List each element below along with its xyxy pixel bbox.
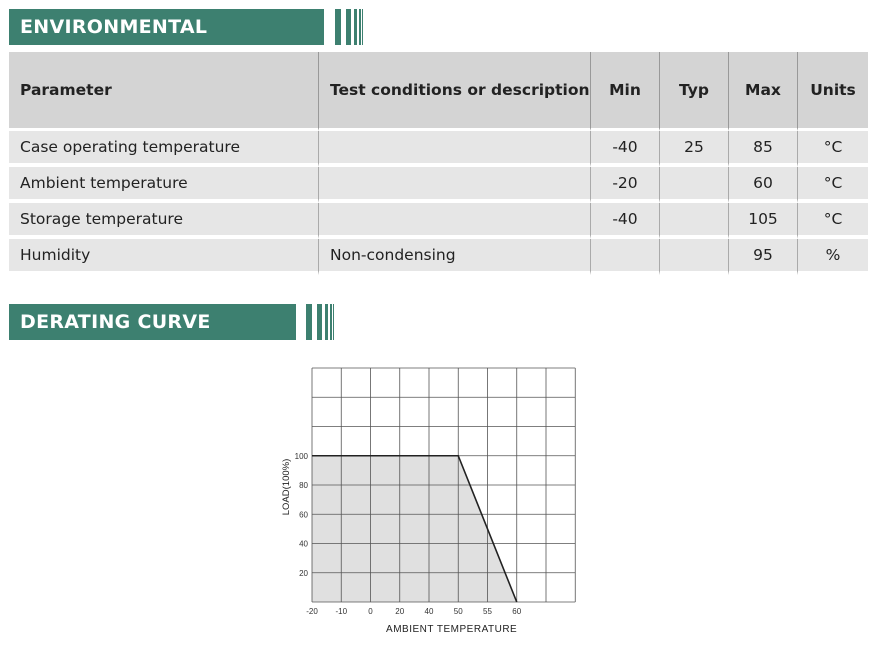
- x-axis-label: AMBIENT TEMPERATURE: [386, 624, 517, 635]
- y-tick-label: 80: [299, 481, 308, 490]
- cell-conditions: Non-condensing: [319, 239, 591, 275]
- cell-typ: [660, 203, 729, 239]
- table-row: Ambient temperature -20 60 °C: [9, 167, 868, 203]
- x-tick-label: 50: [454, 607, 463, 616]
- table-row: Humidity Non-condensing 95%: [9, 239, 868, 275]
- cell-max: 95: [729, 239, 798, 275]
- cell-units: °C: [798, 167, 868, 203]
- table-row: Storage temperature -40 105 °C: [9, 203, 868, 239]
- y-tick-label: 40: [299, 540, 308, 549]
- cell-typ: [660, 239, 729, 275]
- y-tick-label: 60: [299, 510, 308, 519]
- cell-typ: [660, 167, 729, 203]
- cell-min: -20: [591, 167, 660, 203]
- x-tick-label: -10: [335, 607, 347, 616]
- cell-parameter: Storage temperature: [9, 203, 319, 239]
- header-parameter: Parameter: [9, 52, 319, 131]
- x-tick-label: 0: [368, 607, 373, 616]
- table-row: Case operating temperature -40 25 85 °C: [9, 131, 868, 167]
- header-units: Units: [798, 52, 868, 131]
- cell-conditions: [319, 203, 591, 239]
- section-title: DERATING CURVE: [20, 311, 211, 333]
- cell-units: %: [798, 239, 868, 275]
- cell-max: 85: [729, 131, 798, 167]
- x-tick-label: 55: [483, 607, 492, 616]
- table-header-row: Parameter Test conditions or description…: [9, 52, 868, 131]
- cell-min: -40: [591, 203, 660, 239]
- cell-conditions: [319, 131, 591, 167]
- header-typ: Typ: [660, 52, 729, 131]
- cell-parameter: Ambient temperature: [9, 167, 319, 203]
- cell-max: 60: [729, 167, 798, 203]
- cell-units: °C: [798, 131, 868, 167]
- y-axis-label: LOAD(100%): [281, 459, 292, 516]
- cell-min: [591, 239, 660, 275]
- load-area: [312, 455, 517, 602]
- x-tick-label: 60: [512, 607, 521, 616]
- header-min: Min: [591, 52, 660, 131]
- header-conditions: Test conditions or description: [319, 52, 591, 131]
- x-tick-label: 40: [425, 607, 434, 616]
- y-tick-label: 20: [299, 569, 308, 578]
- cell-min: -40: [591, 131, 660, 167]
- x-tick-label: -20: [306, 607, 318, 616]
- cell-typ: 25: [660, 131, 729, 167]
- section-title: ENVIRONMENTAL: [20, 16, 208, 38]
- environmental-table: Parameter Test conditions or description…: [9, 52, 868, 275]
- cell-parameter: Humidity: [9, 239, 319, 275]
- x-tick-label: 20: [395, 607, 404, 616]
- header-max: Max: [729, 52, 798, 131]
- cell-conditions: [319, 167, 591, 203]
- derating-line: [312, 454, 518, 603]
- derating-header: DERATING CURVE: [9, 304, 296, 340]
- cell-parameter: Case operating temperature: [9, 131, 319, 167]
- y-tick-label: 100: [295, 452, 309, 461]
- environmental-header: ENVIRONMENTAL: [9, 9, 324, 45]
- cell-max: 105: [729, 203, 798, 239]
- cell-units: °C: [798, 203, 868, 239]
